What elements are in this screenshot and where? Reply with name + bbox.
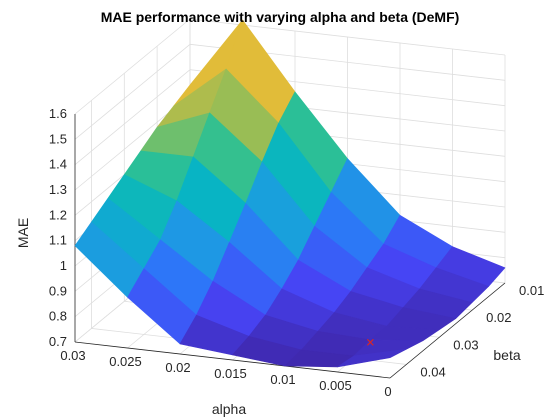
tick-labels: 0.7 0.8 0.9 1 1.1 1.2 1.3 1.4 1.5 1.6 0.03 0.025 0.0… (49, 106, 544, 399)
x-tick-label: 0 (384, 384, 391, 399)
z-tick-label: 0.9 (49, 283, 67, 298)
z-tick-label: 1.4 (49, 157, 67, 172)
z-tick-label: 1.2 (49, 207, 67, 222)
grid-line-side-z (74, 69, 191, 165)
grid-line-side-z (74, 44, 191, 140)
y-tick-label: 0.04 (420, 364, 445, 379)
chart-title: MAE performance with varying alpha and b… (101, 9, 460, 25)
x-tick-label: 0.01 (270, 372, 295, 387)
surface-patch (337, 348, 407, 368)
surface-mesh (74, 19, 506, 368)
y-axis-line (389, 282, 506, 379)
y-tick-label: 0.02 (486, 310, 511, 325)
z-tick-label: 1.5 (49, 131, 67, 146)
y-tick-label: 0.03 (453, 337, 478, 352)
z-tick-label: 0.7 (49, 334, 67, 349)
x-tick-label: 0.03 (60, 348, 85, 363)
x-tick-label: 0.005 (319, 378, 352, 393)
z-tick-label: 1.6 (49, 106, 67, 121)
x-axis-label: alpha (212, 401, 246, 417)
z-tick-label: 0.8 (49, 309, 67, 324)
z-tick-label: 1.1 (49, 233, 67, 248)
y-axis-label: beta (493, 347, 520, 363)
x-tick-label: 0.02 (165, 360, 190, 375)
z-tick-label: 1.3 (49, 182, 67, 197)
x-tick-label: 0.015 (214, 366, 247, 381)
minimum-marker-stroke (366, 338, 374, 346)
y-tick-label: 0.01 (519, 283, 544, 298)
z-tick-label: 1 (60, 258, 67, 273)
z-axis-label: MAE (15, 218, 31, 248)
minimum-marker (366, 338, 374, 346)
x-tick-label: 0.025 (109, 354, 142, 369)
grid-line-side-z (74, 18, 191, 115)
x-axis-line (74, 341, 391, 379)
